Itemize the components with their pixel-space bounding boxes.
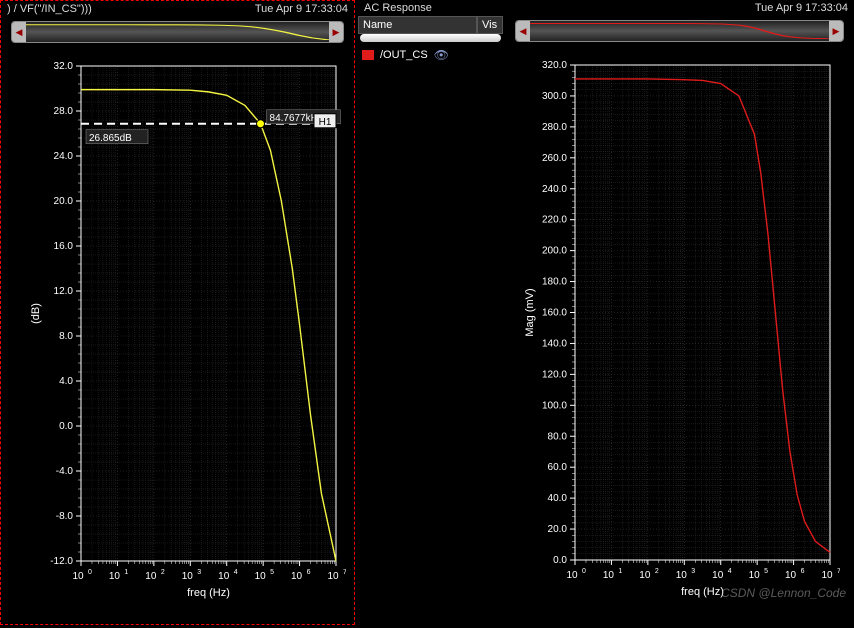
mid-titlebar: AC Response [358, 0, 503, 16]
left-timestamp: Tue Apr 9 17:33:04 [255, 3, 348, 15]
svg-text:Mag (mV): Mag (mV) [524, 288, 536, 336]
legend-col-name[interactable]: Name [358, 16, 477, 34]
right-plot: 0.0 20.0 40.0 60.0 80.0 100.0 120.0 140.0 160.0 1… [520, 60, 850, 615]
svg-text:260.0: 260.0 [542, 153, 567, 164]
svg-text:240.0: 240.0 [542, 184, 567, 195]
svg-text:0.0: 0.0 [59, 421, 73, 432]
svg-text:10: 10 [255, 571, 267, 582]
svg-text:26.865dB: 26.865dB [89, 133, 132, 144]
svg-text:10: 10 [821, 570, 833, 581]
svg-text:2: 2 [161, 569, 165, 576]
legend-item-label: /OUT_CS [380, 49, 428, 61]
svg-text:200.0: 200.0 [542, 246, 567, 257]
svg-text:2: 2 [655, 568, 659, 575]
svg-text:320.0: 320.0 [542, 60, 567, 71]
svg-text:180.0: 180.0 [542, 277, 567, 288]
svg-text:-4.0: -4.0 [56, 466, 74, 477]
legend-scrollbar[interactable] [360, 34, 501, 42]
svg-text:10: 10 [603, 570, 615, 581]
svg-text:0.0: 0.0 [553, 555, 567, 566]
scroll-right-icon[interactable]: ▶ [829, 21, 843, 41]
legend-panel: AC Response Name Vis /OUT_CS 👁 [358, 0, 503, 625]
scroll-right-icon[interactable]: ▶ [329, 22, 343, 42]
svg-text:140.0: 140.0 [542, 338, 567, 349]
svg-text:3: 3 [691, 568, 695, 575]
legend-swatch [362, 50, 374, 60]
svg-text:H1: H1 [319, 117, 332, 128]
svg-text:32.0: 32.0 [54, 61, 74, 72]
svg-text:10: 10 [639, 570, 651, 581]
svg-text:0: 0 [88, 569, 92, 576]
svg-text:4: 4 [728, 568, 732, 575]
svg-text:6: 6 [307, 569, 311, 576]
svg-text:24.0: 24.0 [54, 151, 74, 162]
right-titlebar: Tue Apr 9 17:33:04 [505, 0, 854, 16]
svg-text:20.0: 20.0 [548, 524, 568, 535]
svg-text:16.0: 16.0 [54, 241, 74, 252]
left-title: ) / VF("/IN_CS"))) [7, 3, 92, 15]
svg-text:4.0: 4.0 [59, 376, 73, 387]
left-plot: -12.0 -8.0 -4.0 0.0 4.0 8.0 12.0 16.0 20.0 24.0 28… [26, 61, 346, 616]
svg-text:12.0: 12.0 [54, 286, 74, 297]
right-scroller[interactable]: ◀ ▶ [515, 20, 844, 42]
left-chart-svg: -12.0 -8.0 -4.0 0.0 4.0 8.0 12.0 16.0 20.0 24.0 28… [26, 61, 346, 616]
svg-text:40.0: 40.0 [548, 493, 568, 504]
legend-header: Name Vis [358, 16, 503, 34]
svg-text:280.0: 280.0 [542, 122, 567, 133]
svg-text:-8.0: -8.0 [56, 511, 74, 522]
svg-text:220.0: 220.0 [542, 215, 567, 226]
left-titlebar: ) / VF("/IN_CS"))) Tue Apr 9 17:33:04 [1, 1, 354, 17]
svg-text:60.0: 60.0 [548, 462, 568, 473]
svg-text:10: 10 [566, 570, 578, 581]
right-timestamp: Tue Apr 9 17:33:04 [755, 2, 848, 14]
svg-text:80.0: 80.0 [548, 431, 568, 442]
svg-text:100.0: 100.0 [542, 400, 567, 411]
right-panel: Tue Apr 9 17:33:04 ◀ ▶ 0.0 20.0 40.0 60.0 80… [505, 0, 854, 625]
svg-text:10: 10 [712, 570, 724, 581]
svg-text:4: 4 [234, 569, 238, 576]
watermark: CSDN @Lennon_Code [721, 586, 846, 600]
right-scroller-trace [530, 23, 829, 39]
svg-text:28.0: 28.0 [54, 106, 74, 117]
mid-title: AC Response [364, 2, 432, 14]
svg-text:6: 6 [801, 568, 805, 575]
left-scroller-trace [26, 24, 329, 40]
legend-col-vis[interactable]: Vis [477, 16, 503, 34]
svg-text:7: 7 [837, 568, 840, 575]
svg-text:0: 0 [582, 568, 586, 575]
svg-text:10: 10 [327, 571, 339, 582]
svg-text:10: 10 [785, 570, 797, 581]
svg-text:freq (Hz): freq (Hz) [681, 586, 724, 598]
svg-text:10: 10 [72, 571, 84, 582]
svg-text:freq (Hz): freq (Hz) [187, 587, 230, 599]
svg-text:10: 10 [676, 570, 688, 581]
svg-text:5: 5 [764, 568, 768, 575]
svg-text:300.0: 300.0 [542, 91, 567, 102]
visibility-icon[interactable]: 👁 [434, 48, 449, 62]
left-scroller[interactable]: ◀ ▶ [11, 21, 344, 43]
svg-text:10: 10 [145, 571, 157, 582]
svg-text:7: 7 [343, 569, 346, 576]
svg-text:10: 10 [182, 571, 194, 582]
svg-text:10: 10 [218, 571, 230, 582]
svg-text:(dB): (dB) [30, 303, 42, 324]
svg-text:5: 5 [270, 569, 274, 576]
svg-text:10: 10 [109, 571, 121, 582]
svg-text:160.0: 160.0 [542, 308, 567, 319]
svg-text:3: 3 [197, 569, 201, 576]
svg-text:20.0: 20.0 [54, 196, 74, 207]
scroll-left-icon[interactable]: ◀ [12, 22, 26, 42]
right-chart-svg: 0.0 20.0 40.0 60.0 80.0 100.0 120.0 140.0 160.0 1… [520, 60, 840, 615]
svg-text:8.0: 8.0 [59, 331, 73, 342]
svg-text:1: 1 [124, 569, 128, 576]
svg-text:120.0: 120.0 [542, 369, 567, 380]
svg-text:-12.0: -12.0 [50, 556, 73, 567]
left-panel: ) / VF("/IN_CS"))) Tue Apr 9 17:33:04 ◀ … [0, 0, 355, 625]
scroll-left-icon[interactable]: ◀ [516, 21, 530, 41]
svg-text:1: 1 [618, 568, 622, 575]
svg-text:10: 10 [749, 570, 761, 581]
svg-text:10: 10 [291, 571, 303, 582]
legend-item[interactable]: /OUT_CS 👁 [358, 46, 503, 64]
